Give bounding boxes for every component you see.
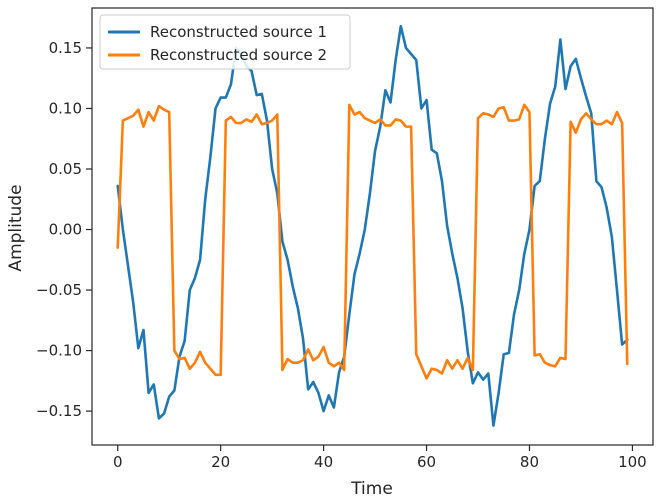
x-tick-label: 0 <box>113 453 123 471</box>
x-tick-label: 40 <box>314 453 333 471</box>
x-axis-label: Time <box>350 479 393 499</box>
x-tick-label: 100 <box>618 453 647 471</box>
series-line-source-1 <box>116 24 629 427</box>
y-tick-label: 0.05 <box>49 160 82 178</box>
y-axis: −0.15 −0.10 −0.05 0.00 0.05 0.10 0.15 <box>36 39 92 420</box>
y-tick-label: −0.15 <box>36 402 82 420</box>
x-tick-label: 80 <box>520 453 539 471</box>
series-line-source-2 <box>116 103 629 380</box>
x-axis: 0 20 40 60 80 100 <box>113 445 647 471</box>
legend-label-source-2: Reconstructed source 2 <box>150 46 327 64</box>
x-tick-label: 20 <box>211 453 230 471</box>
y-axis-label: Amplitude <box>6 184 26 271</box>
y-tick-label: −0.10 <box>36 342 82 360</box>
series-layer <box>116 24 629 427</box>
legend-label-source-1: Reconstructed source 1 <box>150 23 327 41</box>
legend: Reconstructed source 1 Reconstructed sou… <box>99 14 351 70</box>
y-tick-label: −0.05 <box>36 281 82 299</box>
plot-area <box>91 7 654 446</box>
y-tick-label: 0.15 <box>49 39 82 57</box>
y-tick-label: 0.10 <box>49 99 82 117</box>
x-tick-label: 60 <box>417 453 436 471</box>
y-tick-label: 0.00 <box>49 221 82 239</box>
legend-box <box>99 14 351 70</box>
